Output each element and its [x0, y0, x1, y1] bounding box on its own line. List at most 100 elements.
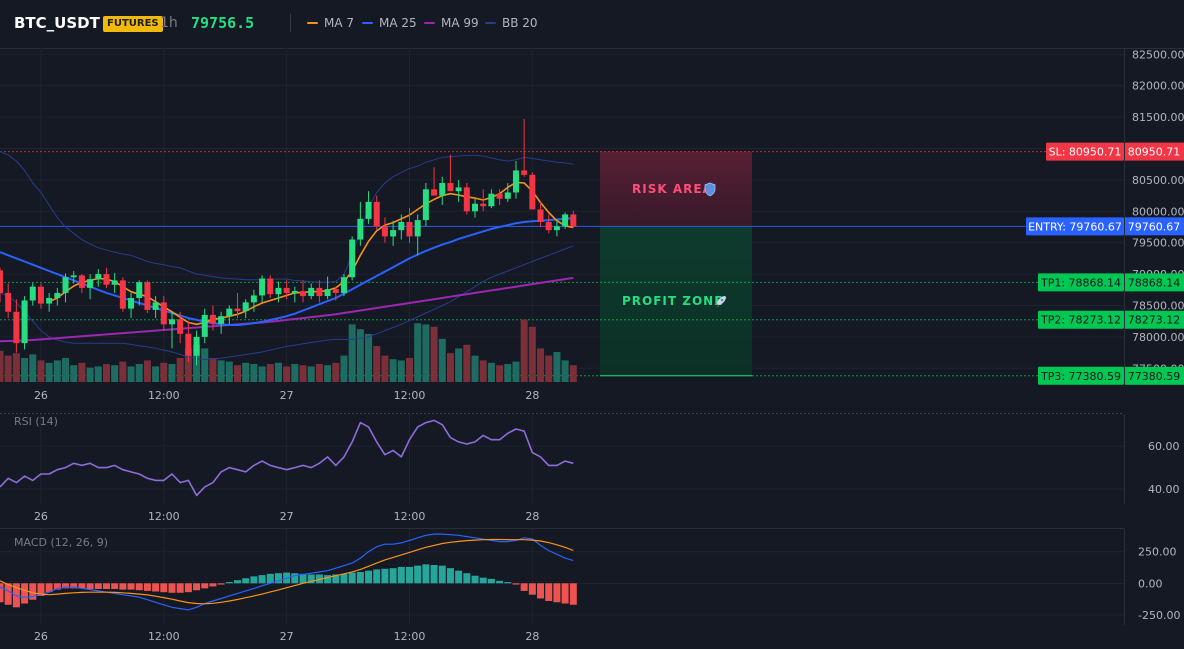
candle-body [398, 221, 405, 231]
macd-time-label: 12:00 [394, 630, 426, 643]
candlesticks[interactable] [0, 118, 577, 366]
time-axis-main[interactable]: 26 12:00 27 12:00 28 [34, 389, 539, 402]
macd-hist-bar [209, 583, 217, 587]
volume-bar [111, 365, 119, 382]
volume-bar [0, 350, 4, 382]
macd-axis: 250.00 0.00 -250.00 [1138, 546, 1180, 622]
symbol-name[interactable]: BTC_USDT [14, 14, 100, 32]
price-tick-label: 80000.00 [1132, 205, 1184, 218]
macd-hist-bar [389, 568, 397, 584]
candle-body [488, 193, 495, 207]
ma7-swatch [307, 22, 318, 24]
legend-ma7[interactable]: MA 7 [307, 16, 354, 30]
level-label-box-tp1 [1038, 273, 1124, 292]
candle-body [529, 174, 536, 210]
macd-hist-bar [70, 583, 78, 589]
risk-area-box [600, 151, 752, 227]
candle-body [128, 297, 135, 309]
macd-hist-bar [561, 583, 569, 604]
volume-bar [201, 348, 209, 382]
volume-bar [184, 348, 192, 382]
level-price-box-sl [1125, 142, 1184, 161]
macd-line [0, 533, 574, 611]
candle-body [218, 316, 225, 324]
volume-bar [553, 352, 561, 382]
macd-hist-bar [78, 583, 86, 589]
price-tick-label: 78500.00 [1132, 299, 1184, 312]
volume-bar [127, 366, 135, 382]
volume-bar [406, 358, 413, 382]
candle-body [226, 308, 233, 317]
volume-bar [496, 365, 504, 382]
macd-hist-bar [569, 583, 577, 605]
macd-hist-bar [512, 583, 520, 585]
rsi-title: RSI (14) [14, 415, 58, 428]
legend-ma25-label: MA 25 [379, 16, 417, 30]
candle-body [21, 300, 28, 344]
volume-bar [504, 364, 512, 382]
macd-hist-bar [184, 583, 192, 593]
candle-body [242, 302, 249, 312]
level-label-entry: ENTRY: 79760.67 [1028, 220, 1122, 233]
macd-hist-bar [53, 583, 61, 590]
volume-bar [152, 366, 160, 382]
macd-hist-bar [373, 569, 381, 584]
macd-tick-label: -250.00 [1138, 609, 1180, 622]
volume-bar [242, 362, 250, 382]
level-price-box-entry [1125, 217, 1184, 236]
volume-bar [479, 360, 487, 382]
price-tick-label: 79500.00 [1132, 237, 1184, 250]
volume-bar [414, 323, 422, 382]
legend-bb20[interactable]: BB 20 [485, 16, 538, 30]
volume-bar [234, 365, 242, 382]
level-price-tp2: 78273.12 [1128, 314, 1181, 327]
macd-hist-bar [45, 583, 53, 593]
legend-ma25[interactable]: MA 25 [362, 16, 417, 30]
volume-bar [446, 353, 454, 382]
candle-body [316, 287, 323, 297]
macd-histogram [0, 564, 577, 608]
candle-body [357, 218, 364, 240]
volume-bar [397, 360, 405, 382]
rocket-icon [714, 296, 726, 309]
level-label-box-tp3 [1038, 366, 1124, 385]
macd-hist-bar [201, 583, 209, 589]
candle-body [46, 297, 53, 304]
candle-body [136, 282, 143, 298]
candle-body [283, 287, 290, 293]
candle-body [381, 226, 388, 237]
macd-hist-bar [479, 577, 487, 584]
timeframe-label[interactable]: 1h [160, 15, 178, 31]
rsi-tick-label: 40.00 [1148, 483, 1180, 496]
legend-ma99[interactable]: MA 99 [424, 16, 479, 30]
level-price-box-tp3 [1125, 366, 1184, 385]
time-tick-label: 28 [525, 389, 539, 402]
volume-bar [168, 364, 176, 382]
level-label-box-tp2 [1038, 310, 1124, 329]
futures-badge: FUTURES [103, 16, 163, 32]
time-tick-label: 12:00 [148, 389, 180, 402]
rsi-time-label: 12:00 [148, 510, 180, 523]
volume-bar [209, 358, 217, 382]
macd-hist-bar [217, 583, 225, 585]
macd-hist-bar [127, 583, 135, 590]
macd-hist-bar [504, 582, 512, 584]
candle-body [201, 314, 208, 337]
macd-hist-bar [463, 573, 471, 584]
price-tick-label: 78000.00 [1132, 331, 1184, 344]
macd-lines [0, 533, 574, 611]
candle-body [234, 308, 241, 312]
macd-hist-bar [307, 574, 315, 584]
volume-bar [569, 365, 577, 382]
macd-hist-bar [348, 572, 356, 584]
price-axis[interactable]: 82500.0082000.0081500.0081000.0080500.00… [1132, 48, 1184, 375]
time-tick-label: 26 [34, 389, 48, 402]
candle-body [562, 214, 569, 227]
macd-hist-bar [545, 583, 553, 601]
rsi-polyline [0, 419, 574, 497]
price-tick-label: 82500.00 [1132, 48, 1184, 61]
candle-body [365, 201, 372, 219]
volume-bar [463, 344, 471, 382]
macd-hist-bar [520, 583, 528, 591]
